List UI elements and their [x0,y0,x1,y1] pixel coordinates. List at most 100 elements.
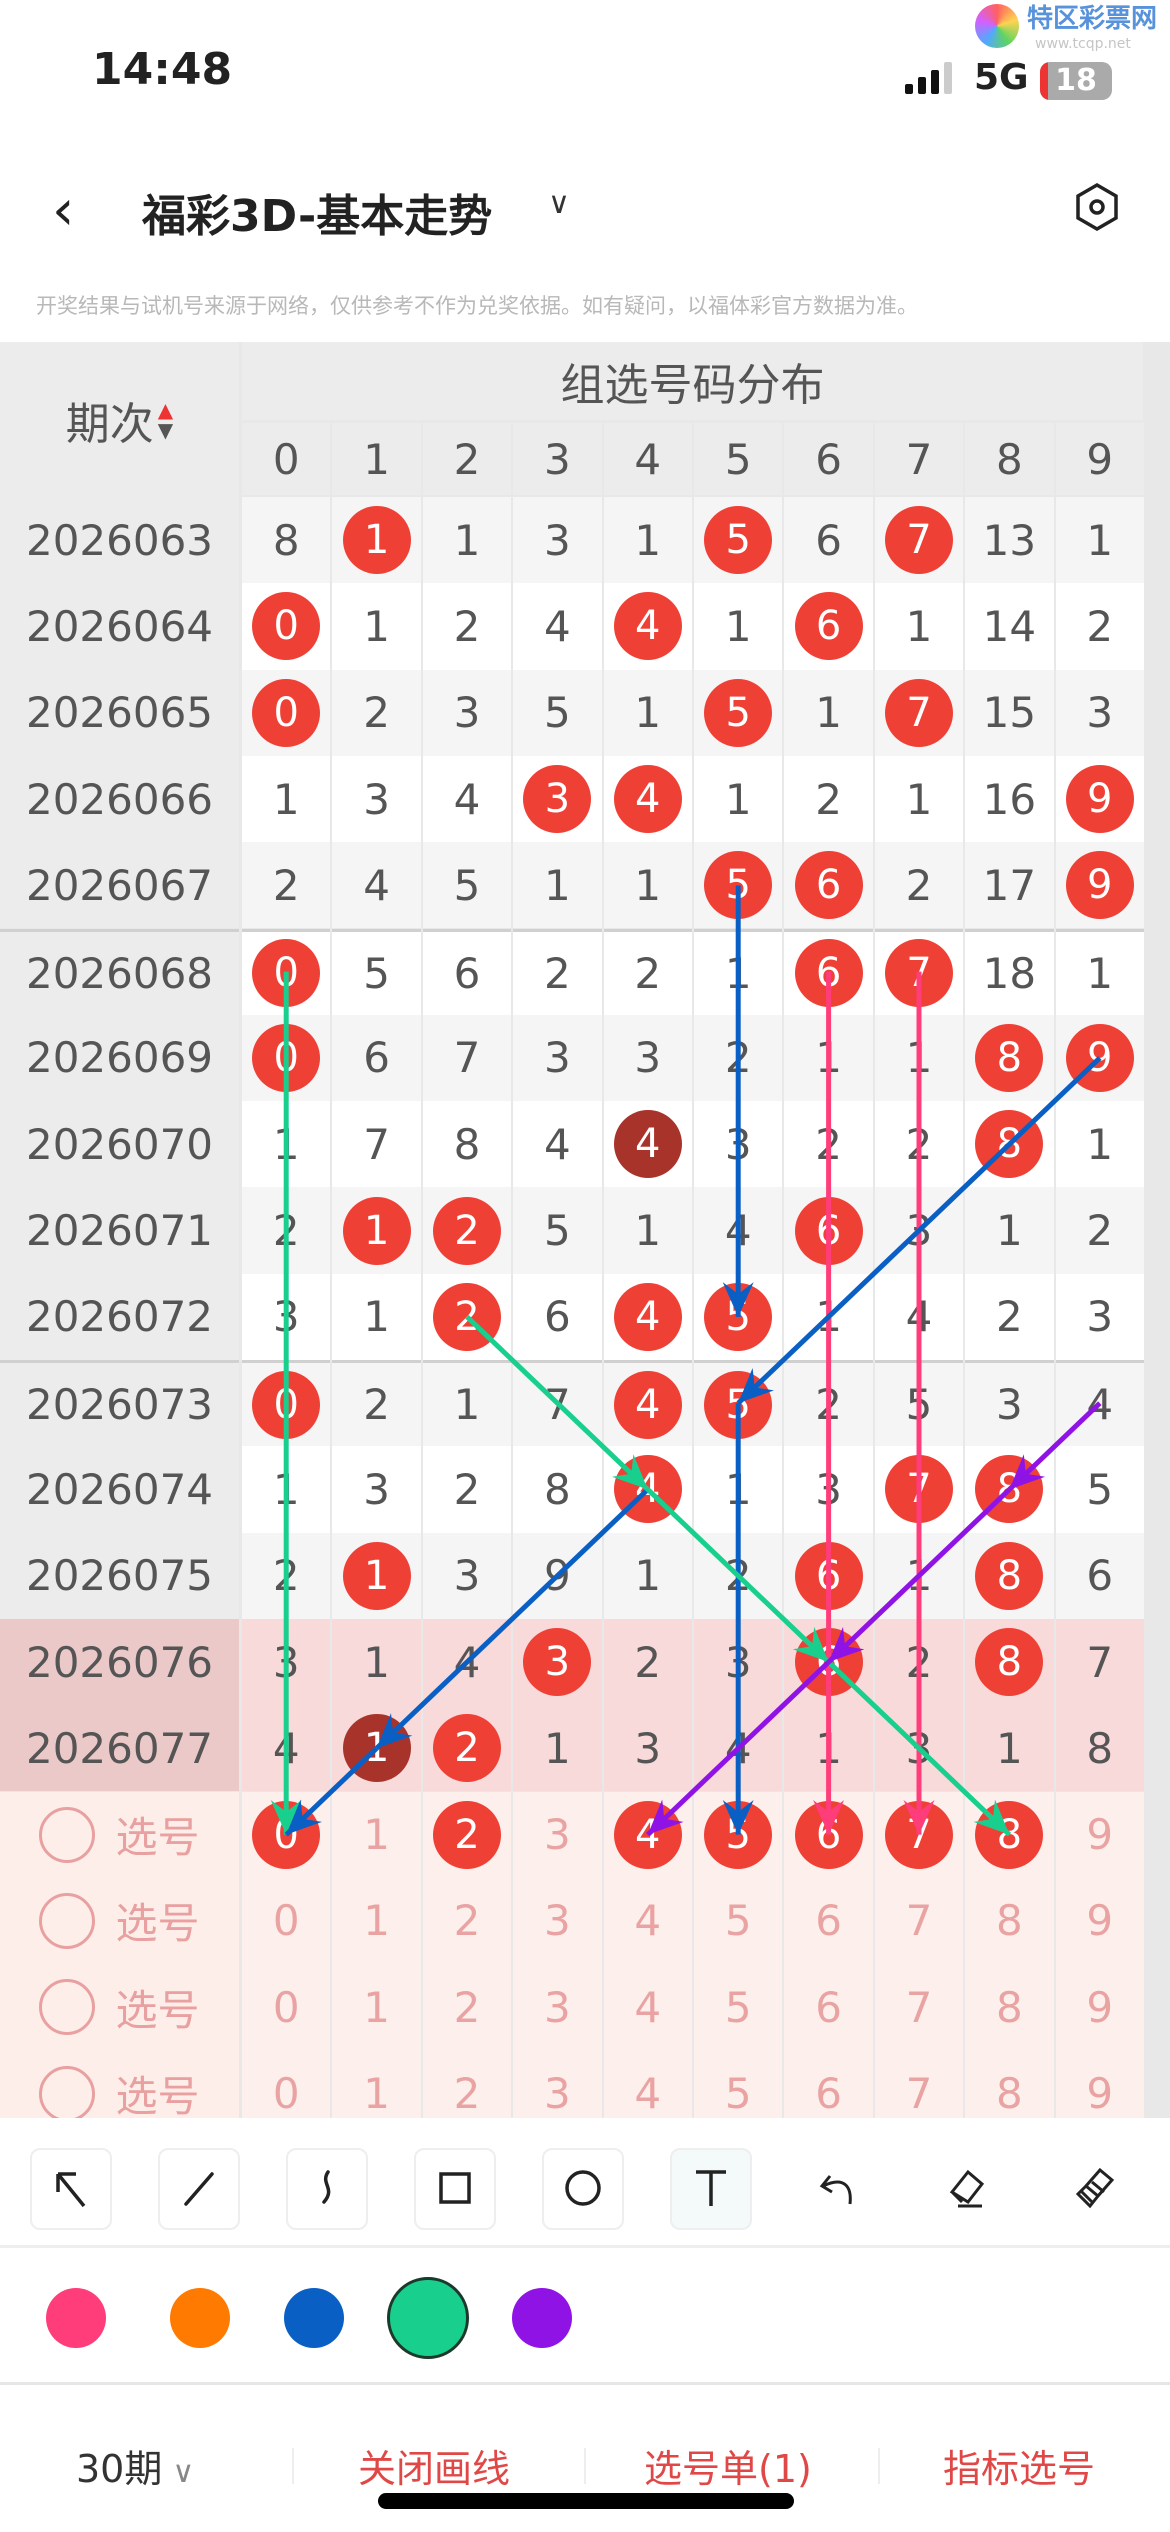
pick-digit-3[interactable]: 3 [513,1791,602,1878]
drawn-arrow[interactable] [646,1487,831,1664]
digit-label: 6 [815,1982,842,2032]
drawn-arrow[interactable] [284,1746,379,1837]
pick-digit-1[interactable]: 1 [332,2050,421,2118]
radio-circle-icon[interactable] [39,1979,96,2036]
pick-digit-8[interactable]: 8 [965,1877,1054,1965]
curve-tool[interactable] [286,2148,368,2230]
pick-digit-2[interactable]: 2 [422,1791,512,1878]
pick-digit-5[interactable]: 5 [694,1877,783,1965]
pick-digit-0[interactable]: 0 [242,1877,331,1965]
pick-digit-4[interactable]: 4 [603,1791,692,1878]
pick-digit-1[interactable]: 1 [332,1877,421,1965]
settings-icon[interactable] [1074,182,1120,232]
pick-digit-7[interactable]: 7 [874,1877,964,1965]
drawn-arrow[interactable] [722,885,754,1317]
drawn-arrows-layer[interactable] [0,342,1170,2118]
radio-circle-icon[interactable] [39,1892,96,1949]
pick-row: 选号 0 1 2 3 4 5 6 7 8 9 [0,2050,1144,2118]
line-tool[interactable] [158,2148,240,2230]
pick-digit-9[interactable]: 9 [1055,1877,1144,1965]
table-cell: 6 [422,928,512,1015]
home-indicator [378,2493,794,2509]
drawn-arrow[interactable] [813,971,845,1835]
digit-label: 8 [996,1896,1023,1946]
pick-row-toggle[interactable]: 选号 [0,1964,239,2051]
pick-digit-2[interactable]: 2 [422,2050,512,2118]
digit-header-1: 1 [332,423,421,495]
color-swatch[interactable] [512,2288,572,2348]
pick-digit-6[interactable]: 6 [784,1964,873,2051]
pick-digit-9[interactable]: 9 [1055,2050,1144,2118]
eraser-button[interactable] [926,2148,1008,2230]
hit-ball: 3 [523,765,592,834]
pick-digit-2[interactable]: 2 [422,1964,512,2051]
divider [878,2448,880,2484]
pick-digit-9[interactable]: 9 [1055,1791,1144,1878]
pick-label: 选号 [115,2072,200,2118]
pick-digit-0[interactable]: 0 [242,2050,331,2118]
pick-digit-5[interactable]: 5 [694,2050,783,2118]
page-title[interactable]: 福彩3D-基本走势 [142,191,493,242]
pick-digit-7[interactable]: 7 [874,2050,964,2118]
clear-button[interactable] [1054,2148,1136,2230]
pick-digit-7[interactable]: 7 [874,1964,964,2051]
drawn-arrow[interactable] [826,1487,1012,1664]
drawn-arrow[interactable] [270,971,302,1835]
drawn-arrow[interactable] [1007,1401,1102,1492]
radio-circle-icon[interactable] [39,1806,96,1863]
pick-row-toggle[interactable]: 选号 [0,1791,239,1878]
pick-digit-9[interactable]: 9 [1055,1964,1144,2051]
chevron-left-icon[interactable]: ‹ [52,178,75,243]
pick-digit-3[interactable]: 3 [513,1964,602,2051]
drawn-arrow[interactable] [646,1660,831,1837]
pick-digit-0[interactable]: 0 [242,1964,331,2051]
table-cell: 13 [965,497,1054,584]
pick-digit-4[interactable]: 4 [603,1964,692,2051]
pick-digit-3[interactable]: 3 [513,2050,602,2118]
pick-list-button[interactable]: 选号单(1) [644,2447,812,2491]
indicator-pick-button[interactable]: 指标选号 [943,2447,1096,2491]
pick-digit-1[interactable]: 1 [332,1791,421,1878]
chevron-down-icon[interactable]: ∨ [548,186,570,221]
pick-digit-4[interactable]: 4 [603,1877,692,1965]
drawn-arrow[interactable] [826,1660,1012,1837]
color-swatch[interactable] [46,2288,106,2348]
table-cell: 2 [422,1705,512,1792]
table-cell: 6 [1055,1532,1144,1619]
pick-digit-5[interactable]: 5 [694,1964,783,2051]
drawn-arrow[interactable] [722,1403,754,1835]
arrow-tool[interactable] [30,2148,112,2230]
table-cell: 1 [603,669,692,756]
pick-row-toggle[interactable]: 选号 [0,2050,239,2118]
pick-digit-4[interactable]: 4 [603,2050,692,2118]
circle-tool[interactable] [542,2148,624,2230]
rectangle-tool[interactable] [414,2148,496,2230]
text-tool[interactable] [670,2148,752,2230]
pick-row-toggle[interactable]: 选号 [0,1877,239,1965]
close-drawing-button[interactable]: 关闭画线 [358,2447,511,2491]
pick-digit-8[interactable]: 8 [965,1964,1054,2051]
pick-digit-8[interactable]: 8 [965,2050,1054,2118]
drawn-arrow[interactable] [465,1315,650,1492]
pick-digit-6[interactable]: 6 [784,1877,873,1965]
drawn-arrow[interactable] [903,971,935,1835]
color-swatch[interactable] [284,2288,344,2348]
pick-digit-6[interactable]: 6 [784,2050,873,2118]
digit-label: 4 [634,2069,662,2118]
miss-count: 2 [1086,601,1114,651]
drawn-arrow[interactable] [374,1487,650,1751]
periods-select[interactable]: 30期 ∨ [76,2438,194,2493]
radio-circle-icon[interactable] [39,2065,96,2118]
pick-digit-3[interactable]: 3 [513,1877,602,1965]
miss-count: 5 [453,860,481,910]
arrow-line [646,1487,831,1664]
undo-button[interactable] [798,2148,880,2230]
pick-digit-8[interactable]: 8 [965,1791,1054,1878]
pick-digit-2[interactable]: 2 [422,1877,512,1965]
color-swatch[interactable] [170,2288,230,2348]
period-header[interactable]: 期次 ▲ ▼ [0,342,239,497]
color-swatch[interactable] [387,2277,469,2359]
pick-digit-1[interactable]: 1 [332,1964,421,2051]
pick-digit-7[interactable]: 7 [874,1791,964,1878]
drawn-arrow[interactable] [736,1056,1102,1405]
